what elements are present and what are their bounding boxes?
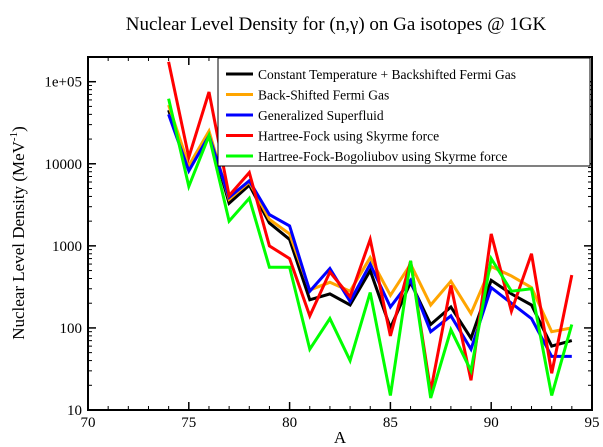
y-tick-label: 100 (60, 321, 83, 337)
x-tick-label: 95 (585, 415, 600, 431)
y-axis-label-close: ) (9, 126, 28, 132)
x-tick-label: 90 (484, 415, 499, 431)
x-axis-label: A (334, 428, 347, 447)
legend-label-5: Hartree-Fock-Bogoliubov using Skyrme for… (258, 149, 507, 164)
y-axis-label: Nuclear Level Density (MeV-1) (8, 126, 28, 340)
legend-label-1: Constant Temperature + Backshifted Fermi… (258, 67, 516, 82)
legend: Constant Temperature + Backshifted Fermi… (217, 57, 591, 167)
x-tick-label: 85 (383, 415, 398, 431)
chart-title: Nuclear Level Density for (n,γ) on Ga is… (126, 14, 547, 35)
y-tick-label: 10000 (45, 157, 83, 173)
x-tick-label: 75 (181, 415, 196, 431)
legend-label-2: Back-Shifted Fermi Gas (258, 88, 389, 103)
series-line-4 (167, 61, 574, 392)
plot-frame (87, 56, 593, 411)
legend-label-3: Generalized Superfluid (258, 108, 384, 123)
x-tick-label: 70 (81, 415, 96, 431)
y-axis-label-text: Nuclear Level Density (MeV (9, 140, 28, 339)
series-line-3 (167, 113, 572, 358)
x-tick-label: 80 (282, 415, 297, 431)
y-axis-label-superscript: -1 (8, 132, 20, 141)
legend-label-4: Hartree-Fock using Skyrme force (258, 129, 439, 144)
legend-box (217, 57, 591, 167)
y-tick-label: 10 (67, 403, 82, 419)
y-tick-label: 1000 (52, 239, 82, 255)
plot-series (167, 61, 574, 399)
y-tick-label: 1e+05 (44, 75, 82, 91)
series-line-5 (167, 98, 574, 399)
